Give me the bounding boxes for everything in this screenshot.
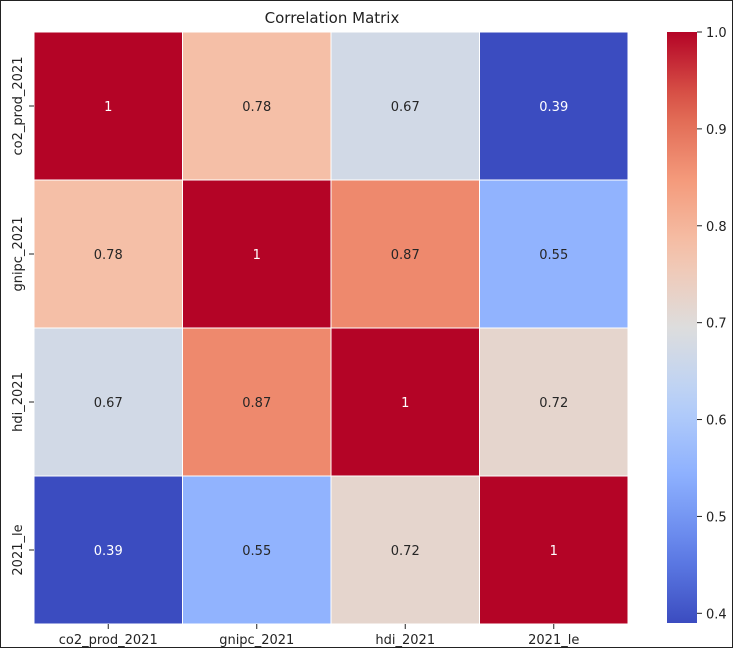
- row-label: co2_prod_2021: [11, 57, 26, 156]
- cell-value-label: 0.87: [391, 248, 420, 263]
- heatmap-cell: [182, 327, 332, 477]
- heatmap-cell: [479, 475, 629, 625]
- cell-value-label: 0.72: [391, 544, 420, 559]
- cell-value-label: 0.67: [94, 396, 123, 411]
- chart-title: Correlation Matrix: [265, 9, 400, 27]
- column-label: co2_prod_2021: [59, 633, 158, 648]
- heatmap-cell: [479, 31, 629, 181]
- colorbar-tick-label: 1.0: [706, 26, 727, 41]
- colorbar-ticks: 0.4 0.5 0.6 0.7 0.8 0.9 1.0: [697, 26, 727, 622]
- heatmap-cell: [330, 475, 480, 625]
- cell-value-label: 1: [253, 248, 261, 263]
- heatmap-cell: [479, 179, 629, 329]
- row-label: 2021_le: [11, 524, 26, 575]
- colorbar-tick-label: 0.9: [706, 123, 727, 138]
- cell-value-label: 0.55: [539, 248, 568, 263]
- heatmap-cell: [182, 475, 332, 625]
- heatmap-cell: [33, 475, 183, 625]
- heatmap-cell: [330, 327, 480, 477]
- cell-value-label: 0.72: [539, 396, 568, 411]
- colorbar-tick-label: 0.5: [706, 510, 727, 525]
- heatmap-cell: [182, 179, 332, 329]
- colorbar-tick-label: 0.4: [706, 607, 727, 622]
- heatmap-cell: [479, 327, 629, 477]
- column-label: 2021_le: [528, 633, 579, 648]
- cell-value-label: 0.87: [242, 396, 271, 411]
- cell-value-label: 0.39: [539, 100, 568, 115]
- cell-value-label: 1: [550, 544, 558, 559]
- row-labels: co2_prod_2021 gnipc_2021 hdi_2021 2021_le: [11, 57, 34, 576]
- cell-value-label: 0.78: [242, 100, 271, 115]
- column-label: gnipc_2021: [219, 633, 294, 648]
- colorbar-tick-label: 0.8: [706, 220, 727, 235]
- cell-value-label: 1: [104, 100, 112, 115]
- heatmap-cell: [182, 31, 332, 181]
- heatmap-cell: [330, 179, 480, 329]
- colorbar-tick-label: 0.6: [706, 414, 727, 429]
- cell-value-label: 1: [401, 396, 409, 411]
- row-label: gnipc_2021: [11, 216, 26, 291]
- heatmap-cell: [330, 31, 480, 181]
- heatmap-cell: [33, 327, 183, 477]
- row-label: hdi_2021: [11, 372, 26, 432]
- cell-value-label: 0.55: [242, 544, 271, 559]
- cell-value-label: 0.67: [391, 100, 420, 115]
- column-label: hdi_2021: [375, 633, 435, 648]
- heatmap-cells: 1 0.78 0.67 0.39 0.78 1 0.87 0.55 0.67 0.87 1 0.72 0…: [33, 31, 629, 625]
- cell-value-label: 0.78: [94, 248, 123, 263]
- heatmap-cell: [33, 31, 183, 181]
- column-labels: co2_prod_2021 gnipc_2021 hdi_2021 2021_le: [59, 624, 579, 648]
- cell-value-label: 0.39: [94, 544, 123, 559]
- colorbar-tick-label: 0.7: [706, 317, 727, 332]
- colorbar: [667, 32, 697, 623]
